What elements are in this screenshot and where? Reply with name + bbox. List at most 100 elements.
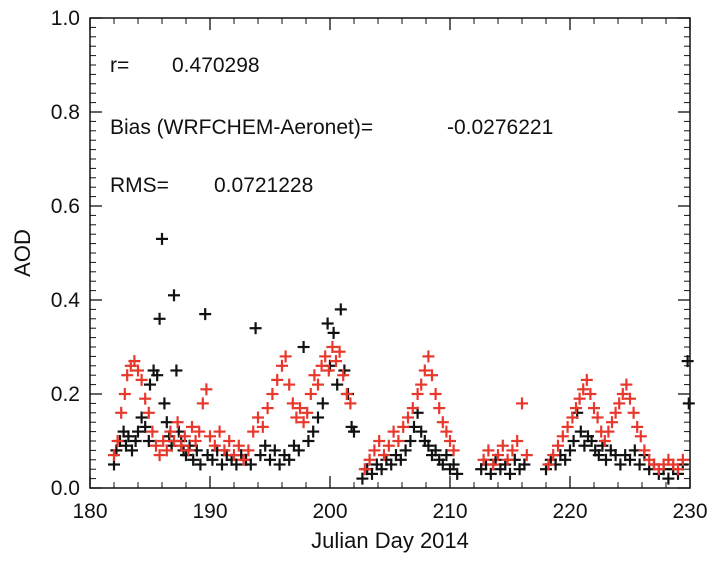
plus-marker xyxy=(614,458,627,471)
plus-marker xyxy=(199,308,212,321)
plus-marker xyxy=(436,416,449,429)
plus-marker xyxy=(307,425,320,438)
plus-marker xyxy=(273,458,286,471)
plus-marker xyxy=(170,364,183,377)
plus-marker xyxy=(624,392,636,405)
plus-marker xyxy=(327,326,340,339)
plus-marker xyxy=(422,439,435,452)
plus-marker xyxy=(247,425,260,438)
plus-marker xyxy=(340,388,353,400)
plus-marker xyxy=(142,406,155,419)
plus-marker xyxy=(196,397,209,410)
plus-marker xyxy=(204,430,216,443)
plus-marker xyxy=(573,392,586,405)
plus-marker xyxy=(404,435,417,447)
plus-marker xyxy=(150,439,162,452)
plus-marker xyxy=(330,355,342,368)
plus-marker xyxy=(319,350,332,363)
plus-marker xyxy=(256,420,269,433)
plus-marker xyxy=(158,397,171,410)
rms-label: RMS= xyxy=(110,174,169,197)
plus-marker xyxy=(422,350,435,363)
plus-marker xyxy=(326,341,339,353)
plus-marker xyxy=(153,312,166,325)
plus-marker xyxy=(609,406,622,419)
plus-marker xyxy=(153,449,166,462)
plus-marker xyxy=(598,435,611,447)
plus-marker xyxy=(496,439,509,452)
plus-marker xyxy=(276,359,288,372)
plus-marker xyxy=(634,430,647,443)
plus-marker xyxy=(564,444,576,457)
plus-marker xyxy=(252,411,264,424)
x-axis-title: Julian Day 2014 xyxy=(311,528,469,553)
y-tick-label: 0.2 xyxy=(51,383,80,406)
plus-marker xyxy=(297,416,310,429)
x-tick-label: 220 xyxy=(552,500,587,523)
plus-marker xyxy=(368,444,381,457)
plus-marker xyxy=(506,444,519,457)
plus-marker xyxy=(312,411,324,424)
plus-marker xyxy=(392,435,405,447)
plus-marker xyxy=(321,317,334,330)
plus-marker xyxy=(108,449,120,462)
plus-marker xyxy=(570,402,582,415)
y-tick-label: 0.4 xyxy=(51,289,81,312)
plus-marker xyxy=(487,458,500,471)
plus-marker xyxy=(259,439,272,452)
plus-marker xyxy=(681,355,694,368)
plus-marker xyxy=(566,411,579,424)
plus-marker xyxy=(415,378,428,391)
plus-marker xyxy=(602,425,615,438)
plus-marker xyxy=(118,388,131,400)
bias-label: Bias (WRFCHEM-Aeronet)= xyxy=(110,116,373,139)
plus-marker xyxy=(316,397,329,410)
plus-marker xyxy=(547,449,560,462)
plus-marker xyxy=(129,435,142,447)
plus-marker xyxy=(115,406,128,419)
plus-marker xyxy=(363,453,376,466)
plus-marker xyxy=(633,458,646,471)
plus-marker xyxy=(126,444,138,457)
plus-marker xyxy=(440,449,453,462)
plus-marker xyxy=(418,364,431,377)
plus-marker xyxy=(266,388,279,400)
plus-marker xyxy=(378,449,390,462)
plus-marker xyxy=(193,425,206,438)
plus-marker xyxy=(556,430,569,443)
plus-marker xyxy=(426,369,438,382)
plus-marker xyxy=(436,458,449,471)
plus-marker xyxy=(375,463,388,476)
plus-marker xyxy=(358,463,371,476)
plus-marker xyxy=(344,397,357,410)
plus-marker xyxy=(168,435,180,447)
plus-marker xyxy=(213,425,226,438)
plus-marker xyxy=(200,383,213,396)
plus-marker xyxy=(242,444,255,457)
plus-marker xyxy=(606,416,618,429)
plus-marker xyxy=(516,397,528,410)
plus-marker xyxy=(504,467,516,480)
plus-marker xyxy=(160,444,173,457)
plus-marker xyxy=(552,439,564,452)
plus-marker xyxy=(157,435,170,447)
plus-marker xyxy=(304,388,317,400)
plus-marker xyxy=(135,411,148,424)
r-label: r= xyxy=(110,54,129,77)
plus-marker xyxy=(244,458,257,471)
plus-marker xyxy=(518,458,531,471)
x-tick-label: 190 xyxy=(192,500,227,523)
plus-marker xyxy=(620,378,633,391)
series-red-points xyxy=(108,341,689,476)
plus-marker xyxy=(228,449,240,462)
rms-value: 0.0721228 xyxy=(214,174,313,197)
plus-marker xyxy=(168,289,180,302)
plus-marker xyxy=(186,420,198,433)
bias-value: -0.0276221 xyxy=(447,116,553,139)
plus-marker xyxy=(237,453,250,466)
y-tick-label: 0.8 xyxy=(51,101,80,124)
r-value: 0.470298 xyxy=(172,54,260,77)
plus-marker xyxy=(156,232,168,245)
plus-marker xyxy=(208,439,221,452)
x-tick-label: 180 xyxy=(72,500,107,523)
